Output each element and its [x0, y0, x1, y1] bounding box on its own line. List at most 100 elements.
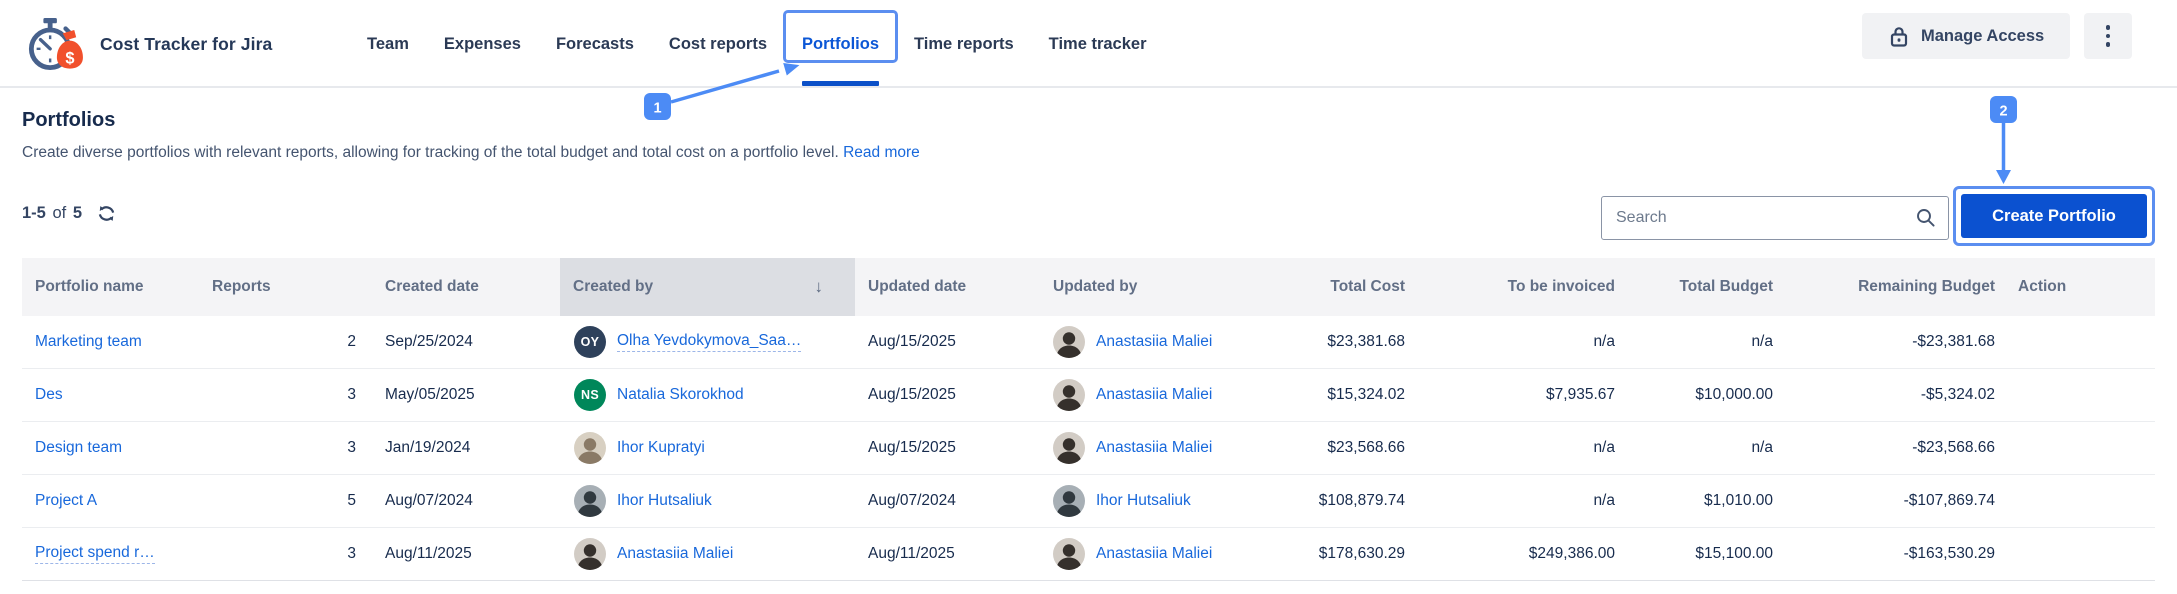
main-nav: Team Expenses Forecasts Cost reports Portfol…: [367, 0, 1147, 120]
table-body: Marketing team 2 Sep/25/2024 OY Olha Yevdoky…: [22, 316, 2155, 581]
remaining-budget-cell: -$23,568.66: [1912, 439, 1995, 456]
column-header-label: Action: [2018, 278, 2067, 295]
sort-descending-icon: ↓: [814, 277, 824, 296]
active-tab-underline: [802, 80, 880, 86]
reports-cell: 5: [347, 492, 356, 509]
portfolio-name-link[interactable]: Project spend r…: [35, 544, 155, 564]
nav-tab-portfolios[interactable]: Portfolios 1: [644, 9, 899, 120]
reports-cell: 3: [347, 545, 356, 562]
nav-tab-team[interactable]: Team: [367, 35, 409, 54]
created-by-user-link[interactable]: Olha Yevdokymova_Saa…: [617, 332, 802, 352]
total-cost-cell: $178,630.29: [1318, 545, 1405, 562]
column-header-created-by[interactable]: Created by ↓: [560, 258, 855, 316]
portfolio-name-link[interactable]: Design team: [35, 439, 123, 456]
created-by-cell: Anastasiia Maliei: [560, 528, 855, 580]
updated-by-user-link[interactable]: Ihor Hutsaliuk: [1096, 492, 1191, 509]
table-row: Project A 5 Aug/07/2024 Ihor Hutsaliuk Aug/0…: [22, 475, 2155, 528]
manage-access-label: Manage Access: [1921, 26, 2045, 45]
nav-tab-expenses[interactable]: Expenses: [444, 35, 521, 54]
total-cost-cell: $23,381.68: [1327, 333, 1405, 350]
updated-by-cell: Anastasiia Maliei: [1040, 369, 1295, 421]
updated-by-cell: Anastasiia Maliei: [1040, 422, 1295, 474]
more-options-button[interactable]: [2084, 13, 2133, 59]
annotation-step-2-number: 2: [1999, 104, 2007, 120]
nav-tab-label: Expenses: [443, 34, 521, 53]
kebab-menu-icon: [2105, 25, 2111, 30]
nav-tab-cost-reports[interactable]: Cost reports: [669, 35, 767, 54]
nav-tab-forecasts[interactable]: Forecasts: [556, 35, 634, 54]
action-cell: [2005, 475, 2155, 527]
refresh-icon[interactable]: [96, 203, 117, 224]
column-header-label: Portfolio name: [35, 278, 144, 295]
portfolio-name-cell: Project A: [22, 475, 199, 527]
created-date-cell: Sep/25/2024: [385, 333, 473, 350]
updated-by-user-link[interactable]: Anastasiia Maliei: [1096, 333, 1213, 350]
column-header-updated-by[interactable]: Updated by: [1040, 258, 1295, 316]
column-header-remaining-budget[interactable]: Remaining Budget: [1783, 258, 2005, 316]
total-budget-cell: n/a: [1751, 439, 1773, 456]
column-header-total-budget[interactable]: Total Budget: [1625, 258, 1783, 316]
user-avatar-initials: OY: [574, 326, 606, 358]
app-logo-group: $ Cost Tracker for Jira: [25, 0, 272, 88]
total-budget-cell: $10,000.00: [1695, 386, 1773, 403]
column-header-label: To be invoiced: [1507, 278, 1615, 295]
portfolio-name-link[interactable]: Des: [35, 386, 63, 403]
lock-icon: [1890, 26, 1908, 47]
action-cell: [2005, 422, 2155, 474]
column-header-total-cost[interactable]: Total Cost: [1295, 258, 1415, 316]
read-more-link[interactable]: Read more: [843, 144, 920, 161]
to-be-invoiced-cell: n/a: [1593, 333, 1615, 350]
portfolio-name-cell: Marketing team: [22, 316, 199, 368]
created-by-user-link[interactable]: Ihor Hutsaliuk: [617, 492, 712, 509]
remaining-budget-cell: -$107,869.74: [1903, 492, 1995, 509]
created-by-cell: OY Olha Yevdokymova_Saa…: [560, 316, 855, 368]
action-cell: [2005, 528, 2155, 580]
created-by-user-link[interactable]: Anastasiia Maliei: [617, 545, 734, 562]
column-header-updated-date[interactable]: Updated date: [855, 258, 1040, 316]
action-cell: [2005, 369, 2155, 421]
column-header-to-be-invoiced[interactable]: To be invoiced: [1415, 258, 1625, 316]
app-title: Cost Tracker for Jira: [100, 33, 273, 54]
create-portfolio-button[interactable]: Create Portfolio: [1961, 194, 2147, 238]
portfolio-name-link[interactable]: Project A: [35, 492, 98, 509]
table-row: Design team 3 Jan/19/2024 Ihor Kupratyi Aug/…: [22, 422, 2155, 475]
created-date-cell: May/05/2025: [385, 386, 475, 403]
column-header-portfolio-name[interactable]: Portfolio name: [22, 258, 199, 316]
updated-by-user-link[interactable]: Anastasiia Maliei: [1096, 439, 1213, 456]
updated-date-cell: Aug/15/2025: [868, 333, 956, 350]
updated-by-user-link[interactable]: Anastasiia Maliei: [1096, 386, 1213, 403]
total-budget-cell: $15,100.00: [1695, 545, 1773, 562]
user-avatar-photo: [1053, 432, 1085, 464]
topbar-actions: Manage Access: [1862, 13, 2133, 59]
updated-date-cell: Aug/15/2025: [868, 439, 956, 456]
column-header-created-date[interactable]: Created date: [372, 258, 560, 316]
updated-by-cell: Anastasiia Maliei: [1040, 528, 1295, 580]
remaining-budget-cell: -$23,381.68: [1912, 333, 1995, 350]
action-cell: [2005, 316, 2155, 368]
column-header-reports[interactable]: Reports: [199, 258, 372, 316]
nav-tab-time-reports[interactable]: Time reports: [914, 35, 1014, 54]
nav-tab-label: Time tracker: [1048, 34, 1147, 53]
created-by-user-link[interactable]: Ihor Kupratyi: [617, 439, 705, 456]
column-header-action[interactable]: Action: [2005, 258, 2155, 316]
updated-by-user-link[interactable]: Anastasiia Maliei: [1096, 545, 1213, 562]
table-header-row: Portfolio name Reports Created date Created…: [22, 258, 2155, 316]
portfolios-table: Portfolio name Reports Created date Created…: [22, 258, 2155, 581]
results-count: 1-5 of 5: [22, 204, 82, 222]
column-header-label: Total Budget: [1679, 278, 1773, 295]
reports-cell: 2: [347, 333, 356, 350]
total-cost-cell: $23,568.66: [1327, 439, 1405, 456]
created-by-user-link[interactable]: Natalia Skorokhod: [617, 386, 744, 403]
portfolio-name-link[interactable]: Marketing team: [35, 333, 142, 350]
total-cost-cell: $15,324.02: [1327, 386, 1405, 403]
search-input[interactable]: [1601, 196, 1949, 240]
manage-access-button[interactable]: Manage Access: [1862, 13, 2071, 59]
created-date-cell: Aug/11/2025: [385, 545, 472, 562]
reports-cell: 3: [347, 386, 356, 403]
portfolio-name-cell: Project spend r…: [22, 528, 199, 580]
nav-tab-time-tracker[interactable]: Time tracker: [1049, 35, 1147, 54]
column-header-label: Remaining Budget: [1858, 278, 1995, 295]
nav-tab-label: Cost reports: [668, 34, 768, 53]
created-date-cell: Aug/07/2024: [385, 492, 473, 509]
